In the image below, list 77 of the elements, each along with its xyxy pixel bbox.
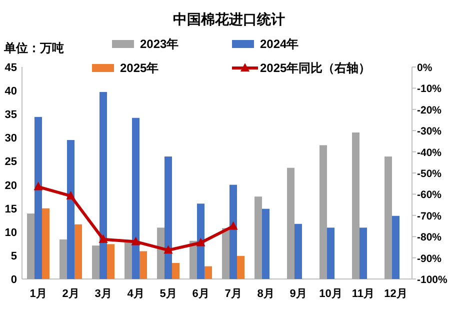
point [34,182,43,190]
y-tick-label: 40 [4,86,17,98]
bar [157,228,164,279]
bar [132,118,140,279]
bar [392,216,400,279]
bar [360,228,367,279]
bar [197,204,204,279]
bar [42,208,50,279]
bar [190,240,197,279]
y2-tick-label: -80% [417,232,442,244]
point [66,190,76,200]
y2-tick-label: -70% [417,210,442,222]
y-tick-label: 15 [4,203,17,216]
y2-tick-label: -40% [417,146,442,159]
x-tick-label: 7月 [224,288,242,300]
x-tick-label: 12月 [384,288,408,300]
x-tick-label: 8月 [257,288,274,300]
x-tick-label: 1月 [30,288,47,300]
bar [222,228,230,279]
y-tick-label: 30 [4,132,17,145]
bar [384,156,392,279]
bar [124,242,132,279]
bar [204,266,212,279]
y-tick-label: 25 [4,156,17,168]
y-tick-label: 35 [4,109,17,122]
bar [67,140,74,279]
point [164,245,173,254]
bar [74,224,82,279]
bar [60,239,67,279]
text: 单位：万吨 [3,41,64,55]
bar [100,92,107,279]
bar [352,132,360,279]
x-tick-label: 9月 [290,288,307,300]
bar [172,262,180,279]
y2-tick-label: -100% [417,274,448,286]
y-tick-label: 20 [4,180,17,192]
bar [140,251,147,279]
legend-label: 2025年 [120,61,159,75]
y2-tick-label: -90% [417,252,442,265]
bar [230,184,237,279]
bar [34,116,42,279]
bar [287,168,294,279]
y-tick-label: 45 [4,62,17,74]
x-tick-label: 5月 [160,288,177,300]
bar [164,156,172,279]
y-tick-label: 0 [10,274,17,286]
x-tick-label: 11月 [352,288,375,300]
point [131,236,140,246]
x-tick-label: 6月 [192,288,210,300]
y2-tick-label: -10% [417,83,442,96]
legend-label: 2023年 [140,37,179,51]
x-tick-label: 2月 [62,288,80,300]
y2-tick-label: -30% [417,126,442,138]
chart-title: 中国棉花进口统计 [173,11,285,27]
x-tick-label: 4月 [127,288,144,300]
point [98,234,108,243]
bar [92,246,100,279]
y2-tick-label: -60% [417,189,442,202]
bar [254,196,262,279]
y2-tick-label: 0% [417,62,433,74]
bar [237,256,244,279]
point [196,238,206,246]
legend-label: 2025年同比（右轴） [260,61,371,75]
bar [294,224,302,279]
x-tick-label: 10月 [319,288,342,300]
point [228,221,238,230]
y-tick-label: 5 [10,250,17,262]
legend-label: 2024年 [260,37,299,51]
y-tick-label: 10 [4,226,17,239]
x-tick-label: 3月 [94,288,112,300]
y2-tick-label: -20% [417,104,442,116]
bar [107,244,114,279]
bar [262,208,270,279]
bar [327,228,334,279]
bar [320,145,327,279]
y2-tick-label: -50% [417,168,442,180]
bar [27,214,34,279]
